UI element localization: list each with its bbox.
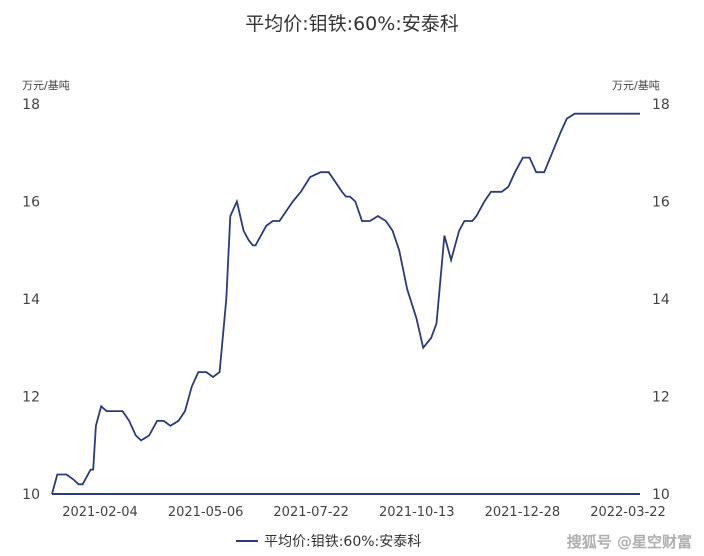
series-line (51, 112, 640, 495)
y-tick-label-right: 10 (652, 487, 670, 503)
right-y-axis: 10 12 14 16 18 (652, 97, 670, 503)
y-tick-label-right: 14 (652, 292, 670, 308)
legend: 平均价:钼铁:60%:安泰科 (236, 534, 421, 550)
y-tick-label-left: 12 (22, 390, 40, 406)
x-tick-label: 2021-10-13 (379, 505, 455, 520)
y-tick-label-left: 16 (22, 195, 40, 211)
x-tick-label: 2021-12-28 (485, 505, 561, 520)
watermark-text: 搜狐号 @星空财富 (567, 533, 692, 551)
y-tick-label-left: 10 (22, 487, 40, 503)
left-y-axis: 10 12 14 16 18 (22, 97, 40, 503)
x-tick-label: 2021-05-06 (168, 505, 244, 520)
x-tick-label: 2021-02-04 (62, 505, 138, 520)
right-axis-unit: 万元/基吨 (612, 79, 660, 92)
y-tick-label-right: 16 (652, 195, 670, 211)
chart-title: 平均价:钼铁:60%:安泰科 (245, 13, 458, 35)
left-axis-unit: 万元/基吨 (22, 79, 70, 92)
y-tick-label-right: 12 (652, 390, 670, 406)
x-tick-label: 2022-03-22 (590, 505, 666, 520)
x-tick-label: 2021-07-22 (273, 505, 349, 520)
legend-label: 平均价:钼铁:60%:安泰科 (264, 534, 421, 550)
y-tick-label-left: 18 (22, 97, 40, 113)
x-axis-ticks: 2021-02-04 2021-05-06 2021-07-22 2021-10-13… (62, 505, 666, 520)
y-tick-label-right: 18 (652, 97, 670, 113)
y-tick-label-left: 14 (22, 292, 40, 308)
